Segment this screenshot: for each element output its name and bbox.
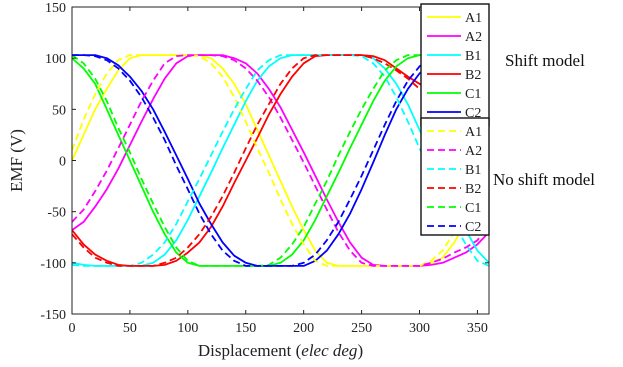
legend-label: C1 — [465, 87, 481, 102]
y-tick-label: 100 — [45, 52, 66, 67]
x-axis-label-suffix: ) — [357, 341, 363, 360]
y-tick-label: -50 — [47, 206, 66, 221]
y-axis-label: EMF (V) — [7, 129, 26, 192]
x-axis-label-prefix: Displacement ( — [198, 341, 302, 360]
legend-label: A2 — [465, 144, 482, 159]
legend-label: B2 — [465, 182, 481, 197]
x-axis-label: Displacement (elec deg) — [198, 341, 363, 360]
y-tick-label: -100 — [40, 257, 66, 272]
x-axis-label-italic: elec deg — [301, 341, 357, 360]
ticks-layer: 0 50 100 150 200 250 300 350 150 100 50 0 -50 -100 -15… — [40, 1, 489, 336]
series-line-a2-no-shift — [71, 54, 490, 267]
y-tick-label: 0 — [59, 155, 66, 170]
x-tick-label: 100 — [177, 321, 198, 336]
legend-label: C1 — [465, 201, 481, 216]
x-tick-label: 50 — [123, 321, 137, 336]
legend-box — [420, 117, 490, 236]
x-tick-label: 150 — [235, 321, 256, 336]
series-layer — [71, 54, 490, 267]
legend-label: A2 — [465, 30, 482, 45]
legend-label: C2 — [465, 106, 481, 121]
legend-label: A1 — [465, 11, 482, 26]
legend-label: B2 — [465, 68, 481, 83]
x-tick-label: 300 — [409, 321, 430, 336]
legend-label: B1 — [465, 49, 481, 64]
group-label-no-shift: No shift model — [493, 170, 595, 189]
x-tick-label: 0 — [69, 321, 76, 336]
x-tick-label: 350 — [467, 321, 488, 336]
legend-box — [420, 3, 490, 127]
y-tick-label: -150 — [40, 308, 66, 323]
group-label-shift: Shift model — [505, 51, 585, 70]
legend-label: A1 — [465, 125, 482, 140]
series-line-b1-no-shift — [71, 54, 490, 267]
legend-label: C2 — [465, 220, 481, 235]
series-line-b2-no-shift — [71, 54, 490, 267]
x-tick-label: 250 — [351, 321, 372, 336]
legend-label: B1 — [465, 163, 481, 178]
series-line-a1-no-shift — [71, 54, 490, 267]
x-tick-label: 200 — [293, 321, 314, 336]
series-line-c2-no-shift — [72, 54, 489, 267]
legend: A1 A2 B1 B2 C1 C2 A1 A2 B1 B2 C1 C2 — [420, 3, 490, 236]
series-line-c1-no-shift — [71, 54, 489, 267]
y-tick-label: 50 — [52, 103, 66, 118]
y-tick-label: 150 — [45, 1, 66, 16]
